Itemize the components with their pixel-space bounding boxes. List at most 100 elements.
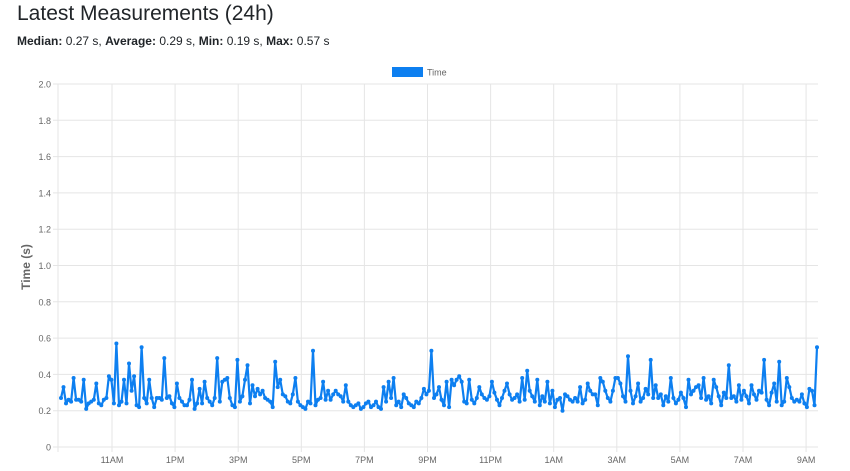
- data-point: [588, 388, 593, 393]
- data-point: [726, 363, 731, 368]
- data-point: [260, 388, 265, 393]
- data-point: [137, 405, 142, 410]
- data-point: [217, 399, 222, 404]
- data-point: [648, 357, 653, 362]
- data-point: [691, 388, 696, 393]
- data-point: [764, 397, 769, 402]
- min-value: 0.19 s: [226, 34, 260, 48]
- data-point: [106, 374, 111, 379]
- data-point: [311, 348, 315, 353]
- data-point: [381, 385, 386, 390]
- data-point: [341, 399, 346, 404]
- data-point: [565, 394, 570, 399]
- legend-swatch: [392, 67, 423, 77]
- data-point: [212, 396, 217, 400]
- data-point: [442, 403, 446, 408]
- y-tick-label: 0: [46, 443, 51, 453]
- data-point: [386, 379, 391, 384]
- data-point: [366, 399, 371, 404]
- data-point: [288, 401, 293, 406]
- data-point: [454, 377, 459, 382]
- data-point: [477, 385, 482, 390]
- data-point: [545, 379, 550, 384]
- data-point: [767, 403, 772, 408]
- data-point: [673, 401, 678, 406]
- y-tick-label: 1.2: [38, 225, 51, 235]
- data-point: [424, 392, 429, 397]
- y-axis-title: Time (s): [19, 244, 33, 290]
- x-tick-label: 5PM: [292, 455, 311, 465]
- data-point: [651, 396, 656, 400]
- data-point: [225, 376, 230, 380]
- data-point: [527, 388, 532, 393]
- data-point: [91, 397, 96, 402]
- y-tick-label: 1.8: [38, 116, 51, 126]
- data-point: [628, 388, 633, 393]
- data-point: [736, 383, 741, 388]
- data-point: [391, 376, 396, 380]
- data-point: [515, 392, 520, 397]
- data-point: [583, 397, 588, 402]
- data-point: [815, 345, 819, 350]
- data-point: [699, 396, 704, 400]
- data-point: [147, 377, 152, 382]
- data-point: [142, 396, 147, 400]
- data-point: [658, 392, 663, 397]
- data-point: [643, 386, 648, 391]
- data-point: [437, 385, 441, 390]
- data-point: [258, 392, 263, 397]
- data-point: [255, 386, 260, 391]
- data-point: [192, 406, 197, 411]
- data-point: [99, 403, 104, 408]
- data-point: [578, 385, 583, 390]
- chart-legend[interactable]: Time: [392, 67, 447, 78]
- data-point: [653, 383, 658, 388]
- data-point: [684, 405, 688, 410]
- y-tick-label: 0.8: [38, 297, 51, 307]
- x-tick-label: 9PM: [418, 455, 437, 465]
- data-point: [439, 397, 444, 402]
- data-point: [799, 392, 804, 397]
- data-point: [180, 399, 184, 404]
- data-point: [399, 405, 404, 410]
- data-point: [144, 401, 149, 406]
- x-tick-label: 3PM: [229, 455, 248, 465]
- data-point: [701, 376, 706, 380]
- data-point: [802, 401, 807, 406]
- data-point: [122, 377, 126, 382]
- data-point: [452, 383, 457, 388]
- data-point: [638, 399, 643, 404]
- data-point: [139, 345, 144, 350]
- x-tick-label: 1PM: [166, 455, 185, 465]
- data-point: [522, 397, 527, 402]
- data-point: [668, 376, 673, 380]
- median-label: Median:: [17, 34, 63, 48]
- data-point: [570, 399, 575, 404]
- data-point: [719, 403, 724, 408]
- data-point: [689, 392, 693, 397]
- data-point: [426, 388, 431, 393]
- data-point: [117, 403, 121, 408]
- data-point: [734, 399, 739, 404]
- data-point: [64, 401, 68, 406]
- data-point: [484, 397, 489, 402]
- data-point: [603, 388, 608, 393]
- data-point: [797, 399, 802, 404]
- average-value: 0.29 s: [159, 34, 193, 48]
- y-tick-label: 1.6: [38, 152, 51, 162]
- y-tick-label: 0.4: [38, 370, 51, 380]
- data-point: [411, 405, 416, 410]
- x-tick-label: 11AM: [101, 455, 124, 465]
- measurement-chart[interactable]: 0 0.2 0.4 0.6 0.8 1.0 1.2 1.4 1.6 1.8 2.0 11AM 1PM 3P…: [0, 58, 850, 471]
- y-tick-label: 0.6: [38, 334, 51, 344]
- data-point: [84, 406, 89, 411]
- data-point: [278, 377, 283, 382]
- data-point: [479, 392, 484, 397]
- data-point: [240, 394, 245, 399]
- data-point: [81, 377, 86, 382]
- data-point: [804, 405, 809, 410]
- data-point: [547, 401, 552, 406]
- data-point: [540, 394, 545, 399]
- data-point: [666, 399, 671, 404]
- data-point: [741, 388, 746, 393]
